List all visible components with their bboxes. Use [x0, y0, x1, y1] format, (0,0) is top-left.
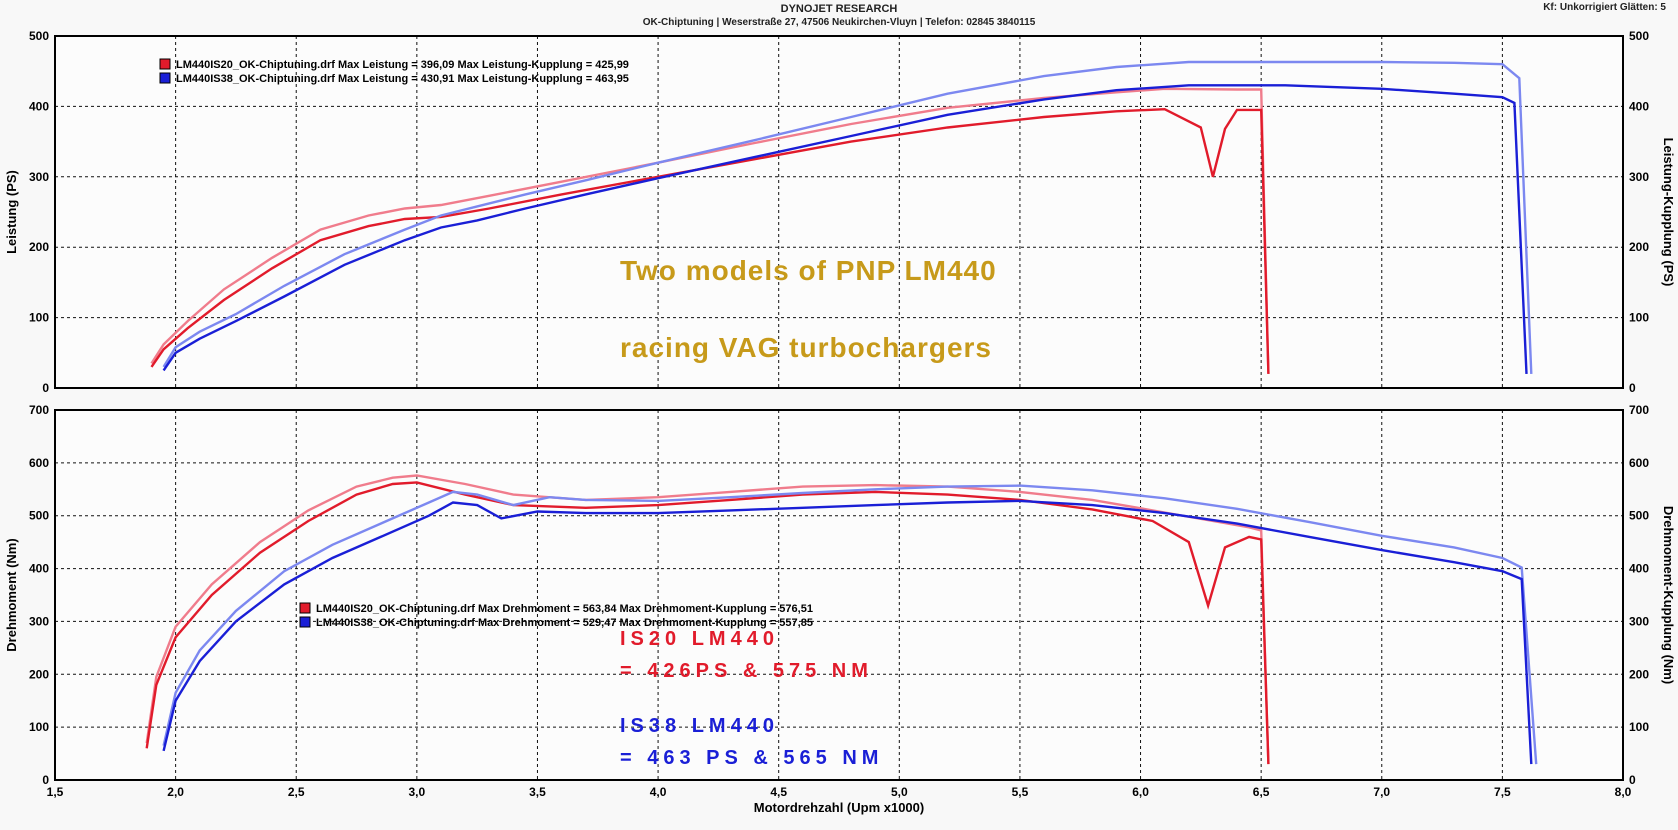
- overlay-title-1: Two models of PNP LM440: [620, 255, 997, 287]
- correction-label: Kf: Unkorrigiert Glätten: 5: [1543, 2, 1666, 13]
- y-tick-right: 100: [1629, 311, 1649, 325]
- is20-line1: IS20 LM440: [620, 628, 779, 650]
- y-tick-right: 500: [1629, 509, 1649, 523]
- x-axis-label: Motordrehzahl (Upm x1000): [754, 800, 924, 815]
- y-tick-right: 700: [1629, 403, 1649, 417]
- y-tick-left: 300: [29, 170, 49, 184]
- legend-swatch: [160, 73, 170, 83]
- y-tick-left: 400: [29, 99, 49, 113]
- y-tick-right: 0: [1629, 381, 1636, 395]
- is20-annotation: IS20 LM440 = 426PS & 575 NM: [620, 623, 873, 687]
- y-tick-left: 600: [29, 456, 49, 470]
- is38-line1: IS38 LM440: [620, 715, 779, 737]
- legend-text: LM440IS38_OK-Chiptuning.drf Max Leistung…: [176, 73, 629, 85]
- y-tick-right: 0: [1629, 773, 1636, 787]
- y-tick-left: 100: [29, 720, 49, 734]
- y-tick-right: 300: [1629, 614, 1649, 628]
- x-tick-label: 6,0: [1132, 785, 1149, 799]
- legend-text: LM440IS20_OK-Chiptuning.drf Max Leistung…: [176, 59, 629, 71]
- y-tick-right: 200: [1629, 667, 1649, 681]
- y-label-right: Leistung-Kupplung (PS): [1661, 138, 1676, 287]
- legend-swatch: [300, 603, 310, 613]
- y-tick-right: 400: [1629, 99, 1649, 113]
- x-tick-label: 4,0: [650, 785, 667, 799]
- y-label-right: Drehmoment-Kupplung (Nm): [1661, 506, 1676, 684]
- y-tick-right: 500: [1629, 29, 1649, 43]
- x-tick-label: 5,5: [1012, 785, 1029, 799]
- is38-line2: = 463 PS & 565 NM: [620, 747, 883, 769]
- y-tick-right: 100: [1629, 720, 1649, 734]
- y-label-left: Leistung (PS): [4, 170, 19, 254]
- x-tick-label: 5,0: [891, 785, 908, 799]
- overlay-title-2: racing VAG turbochargers: [620, 332, 992, 364]
- x-tick-label: 3,0: [409, 785, 426, 799]
- y-tick-left: 700: [29, 403, 49, 417]
- y-tick-right: 200: [1629, 240, 1649, 254]
- y-tick-right: 600: [1629, 456, 1649, 470]
- legend-text: LM440IS20_OK-Chiptuning.drf Max Drehmome…: [316, 603, 813, 615]
- header: DYNOJET RESEARCH OK-Chiptuning | Weserst…: [0, 0, 1678, 29]
- x-tick-label: 7,0: [1373, 785, 1390, 799]
- y-tick-right: 300: [1629, 170, 1649, 184]
- x-tick-label: 3,5: [529, 785, 546, 799]
- y-tick-left: 500: [29, 509, 49, 523]
- y-tick-left: 200: [29, 667, 49, 681]
- x-tick-label: 6,5: [1253, 785, 1270, 799]
- x-tick-label: 2,0: [167, 785, 184, 799]
- y-tick-left: 0: [42, 381, 49, 395]
- y-tick-left: 200: [29, 240, 49, 254]
- is38-annotation: IS38 LM440 = 463 PS & 565 NM: [620, 710, 883, 774]
- y-tick-left: 300: [29, 614, 49, 628]
- x-tick-label: 7,5: [1494, 785, 1511, 799]
- x-tick-label: 1,5: [47, 785, 64, 799]
- is20-line2: = 426PS & 575 NM: [620, 660, 873, 682]
- header-title: DYNOJET RESEARCH: [0, 2, 1678, 16]
- legend-swatch: [300, 617, 310, 627]
- y-label-left: Drehmoment (Nm): [4, 538, 19, 651]
- x-tick-label: 4,5: [770, 785, 787, 799]
- y-tick-left: 500: [29, 29, 49, 43]
- y-tick-left: 400: [29, 562, 49, 576]
- y-tick-right: 400: [1629, 562, 1649, 576]
- y-tick-left: 0: [42, 773, 49, 787]
- y-tick-left: 100: [29, 311, 49, 325]
- legend-swatch: [160, 59, 170, 69]
- x-tick-label: 2,5: [288, 785, 305, 799]
- x-tick-label: 8,0: [1615, 785, 1632, 799]
